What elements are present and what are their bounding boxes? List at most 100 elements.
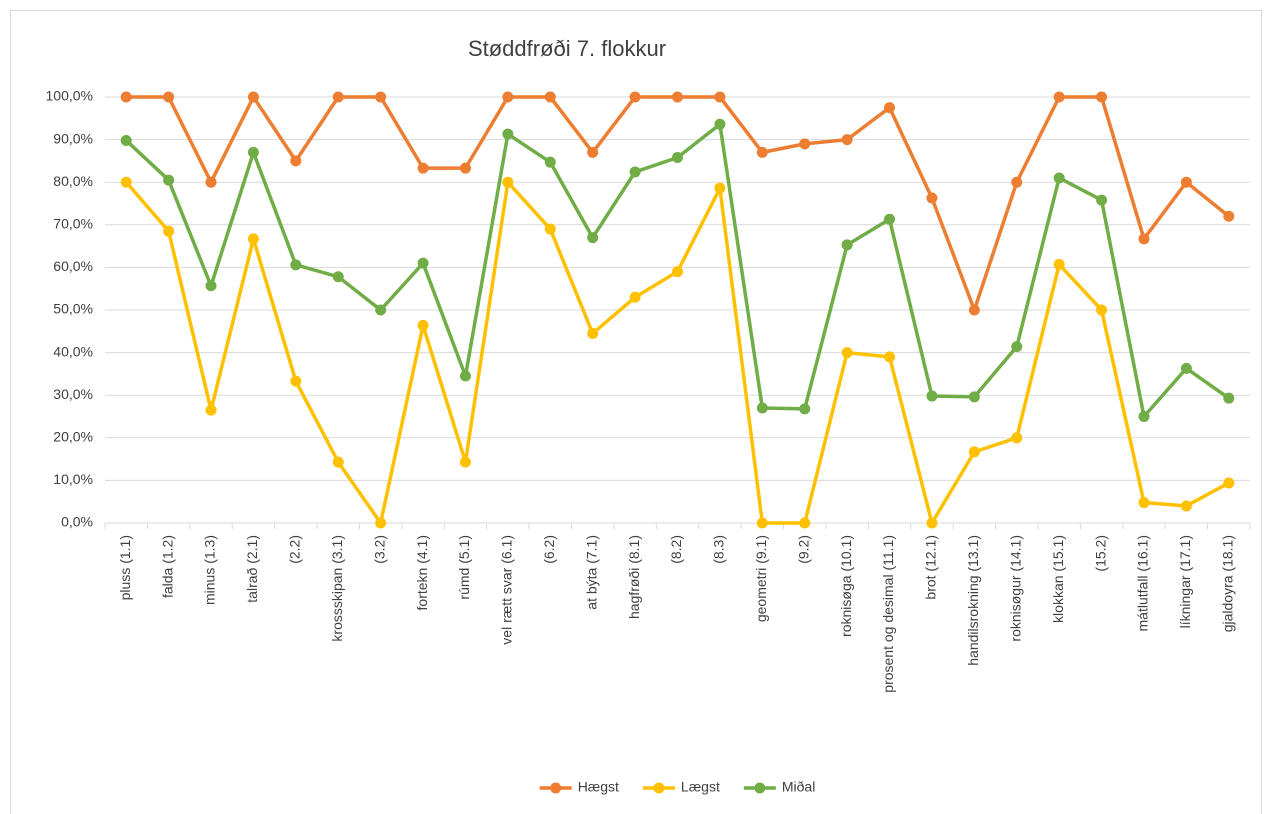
data-point <box>1180 362 1192 374</box>
y-tick-label: 50,0% <box>53 301 93 317</box>
data-point <box>884 213 896 225</box>
data-point <box>799 517 811 529</box>
data-point <box>417 319 429 331</box>
data-point <box>1138 497 1150 509</box>
legend-marker <box>550 782 562 794</box>
data-point <box>672 151 683 163</box>
data-point <box>332 271 344 283</box>
data-point <box>375 304 387 316</box>
x-tick-label: (9.2) <box>795 535 811 564</box>
data-point <box>417 162 429 174</box>
data-point <box>756 402 768 414</box>
data-point <box>587 327 599 339</box>
data-point <box>459 162 471 174</box>
y-tick-label: 60,0% <box>53 258 93 274</box>
x-tick-label: rúmd (5.1) <box>456 535 472 600</box>
data-point <box>714 182 726 194</box>
data-point <box>375 91 387 103</box>
x-tick-label: minus (1.3) <box>202 535 218 605</box>
y-tick-label: 80,0% <box>53 173 93 189</box>
data-point <box>544 91 556 103</box>
data-point <box>290 155 302 167</box>
legend-label: Lægst <box>681 779 720 795</box>
x-tick-label: gjaldoyra (18.1) <box>1219 535 1235 632</box>
y-tick-label: 100,0% <box>46 88 93 104</box>
data-point <box>332 91 344 103</box>
data-point <box>502 91 514 103</box>
data-point <box>1053 91 1065 103</box>
x-tick-label: (6.2) <box>541 535 557 564</box>
legend-label: Hægst <box>578 779 619 795</box>
data-point <box>672 91 683 103</box>
data-point <box>926 192 938 204</box>
legend-marker <box>653 782 665 794</box>
y-tick-label: 90,0% <box>53 130 93 146</box>
data-point <box>756 517 768 529</box>
y-tick-label: 0,0% <box>61 514 93 530</box>
data-point <box>1180 176 1192 188</box>
x-tick-label: (3.2) <box>371 535 387 564</box>
data-point <box>459 370 471 382</box>
x-tick-label: talrað (2.1) <box>244 535 260 603</box>
x-tick-label: hagfrøði (8.1) <box>626 535 642 619</box>
data-point <box>544 223 556 235</box>
x-tick-label: falda (1.2) <box>159 535 175 598</box>
y-tick-label: 10,0% <box>53 471 93 487</box>
legend-label: Miðal <box>782 779 815 795</box>
x-tick-label: pluss (1.1) <box>117 535 133 600</box>
data-point <box>1138 411 1150 422</box>
data-point <box>247 91 259 103</box>
x-tick-label: roknisøga (10.1) <box>838 535 854 637</box>
data-point <box>502 128 514 140</box>
data-point <box>968 304 980 316</box>
data-point <box>756 146 768 158</box>
data-point <box>247 146 259 158</box>
data-point <box>247 233 259 245</box>
data-point <box>799 403 811 415</box>
data-point <box>884 102 896 114</box>
data-point <box>841 347 853 359</box>
x-tick-label: krossskipan (3.1) <box>329 535 345 642</box>
data-point <box>375 517 387 529</box>
data-point <box>629 166 641 178</box>
data-point <box>290 259 302 271</box>
data-point <box>714 91 726 103</box>
data-point <box>629 91 641 103</box>
data-point <box>459 456 471 468</box>
data-point <box>672 266 683 278</box>
data-point <box>120 91 132 103</box>
x-tick-label: (15.2) <box>1092 535 1108 572</box>
data-point <box>968 391 980 403</box>
data-point <box>120 176 132 188</box>
x-tick-label: vel rætt svar (6.1) <box>499 535 515 645</box>
x-tick-label: geometri (9.1) <box>753 535 769 622</box>
data-point <box>163 91 175 103</box>
data-point <box>1138 233 1150 245</box>
data-point <box>1011 341 1023 353</box>
data-point <box>841 134 853 146</box>
data-point <box>1096 194 1108 206</box>
data-point <box>205 404 217 416</box>
data-point <box>1223 392 1235 404</box>
data-point <box>1053 258 1065 270</box>
data-point <box>1180 500 1192 512</box>
data-point <box>1096 304 1108 316</box>
x-tick-label: (8.3) <box>711 535 727 564</box>
data-point <box>884 351 896 363</box>
y-tick-label: 40,0% <box>53 343 93 359</box>
data-point <box>120 134 132 146</box>
data-point <box>417 257 429 269</box>
data-point <box>799 138 811 150</box>
data-point <box>1053 172 1065 184</box>
x-tick-label: klokkan (15.1) <box>1050 535 1066 623</box>
y-tick-label: 30,0% <box>53 386 93 402</box>
data-point <box>926 390 938 402</box>
data-point <box>1011 432 1023 444</box>
x-tick-label: fortekn (4.1) <box>414 535 430 610</box>
data-point <box>968 446 980 458</box>
x-tick-label: (2.2) <box>287 535 303 564</box>
data-point <box>1223 210 1235 222</box>
x-tick-label: líkningar (17.1) <box>1177 535 1193 628</box>
data-point <box>502 176 514 188</box>
